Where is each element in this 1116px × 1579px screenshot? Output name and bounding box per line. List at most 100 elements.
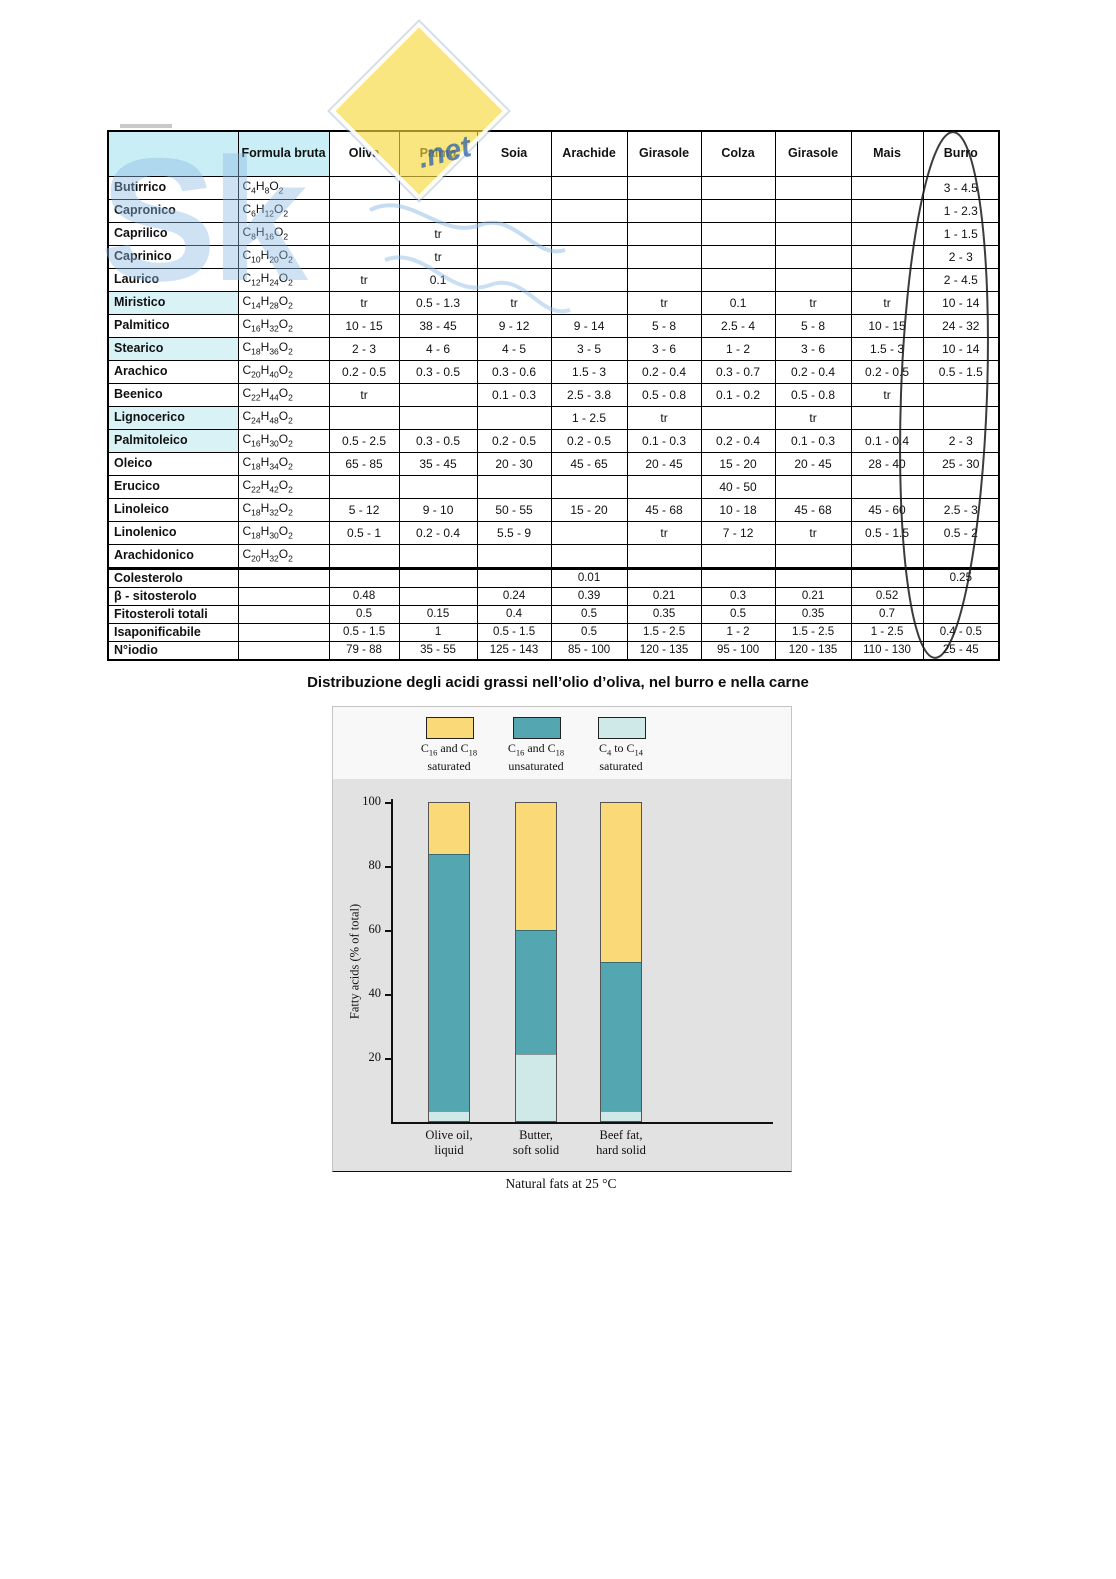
cell: 0.2 - 0.5 bbox=[476, 429, 552, 453]
cell: 38 - 45 bbox=[398, 314, 478, 338]
cell: tr bbox=[850, 291, 924, 315]
cell bbox=[850, 567, 924, 588]
cell bbox=[774, 222, 852, 246]
cell: 0.5 - 1.5 bbox=[850, 521, 924, 545]
bar-segment bbox=[516, 930, 556, 1055]
cell: 5 - 12 bbox=[328, 498, 400, 522]
cell: 0.3 - 0.7 bbox=[700, 360, 776, 384]
cell bbox=[398, 475, 478, 499]
cell: 0.24 bbox=[476, 587, 552, 606]
cell bbox=[700, 176, 776, 200]
cell bbox=[476, 544, 552, 569]
cell: 20 - 30 bbox=[476, 452, 552, 476]
cell bbox=[398, 587, 478, 606]
cell bbox=[850, 176, 924, 200]
row-name: Isaponificabile bbox=[107, 623, 239, 642]
cell: 2 - 3 bbox=[328, 337, 400, 361]
cell: tr bbox=[328, 383, 400, 407]
cell: tr bbox=[398, 245, 478, 269]
cell: 3 - 6 bbox=[774, 337, 852, 361]
bar-segment bbox=[516, 1054, 556, 1122]
cell: 0.1 bbox=[398, 268, 478, 292]
legend-swatch bbox=[426, 717, 474, 739]
cell bbox=[774, 268, 852, 292]
row-name: Lignocerico bbox=[107, 406, 239, 430]
row-name: Miristico bbox=[107, 291, 239, 315]
cell bbox=[700, 406, 776, 430]
table-row: Butirrico C4H8O2 3 - 4.5 bbox=[107, 176, 1000, 200]
cell: 0.5 bbox=[328, 605, 400, 624]
cell: 1 - 2.3 bbox=[922, 199, 1000, 223]
row-formula: C18H36O2 bbox=[237, 337, 330, 361]
cell: 24 - 32 bbox=[922, 314, 1000, 338]
cell: 0.1 - 0.3 bbox=[774, 429, 852, 453]
row-formula bbox=[237, 587, 330, 606]
cell bbox=[850, 544, 924, 569]
cell bbox=[398, 383, 478, 407]
y-tick-mark bbox=[385, 994, 392, 996]
cell: 65 - 85 bbox=[328, 452, 400, 476]
table-row: Laurico C12H24O2 tr 0.1 2 - 4.5 bbox=[107, 268, 1000, 292]
row-name: Fitosteroli totali bbox=[107, 605, 239, 624]
cell: 2 - 3 bbox=[922, 245, 1000, 269]
cell: 125 - 143 bbox=[476, 641, 552, 661]
cell: 0.1 - 0.4 bbox=[850, 429, 924, 453]
cell bbox=[328, 406, 400, 430]
cell: 7 - 12 bbox=[700, 521, 776, 545]
cell: 1 - 2.5 bbox=[850, 623, 924, 642]
cell: 0.52 bbox=[850, 587, 924, 606]
y-tick-label: 40 bbox=[368, 986, 382, 1000]
row-name: Capronico bbox=[107, 199, 239, 223]
table-caption: Distribuzione degli acidi grassi nell’ol… bbox=[307, 674, 809, 691]
cell bbox=[700, 199, 776, 223]
legend-swatch bbox=[513, 717, 561, 739]
table-header-row: Formula bruta Oliva Palma Soia Arachide Gira… bbox=[107, 130, 1000, 177]
cell: 1.5 - 2.5 bbox=[626, 623, 702, 642]
row-name: Butirrico bbox=[107, 176, 239, 200]
row-formula: C16H32O2 bbox=[237, 314, 330, 338]
table-row: Caprinico C10H20O2 tr 2 - 3 bbox=[107, 245, 1000, 269]
cell: 0.15 bbox=[398, 605, 478, 624]
cell: 0.5 - 0.8 bbox=[626, 383, 702, 407]
cell bbox=[398, 567, 478, 588]
cell: 2.5 - 3.8 bbox=[550, 383, 628, 407]
cell bbox=[700, 567, 776, 588]
cell: 0.21 bbox=[774, 587, 852, 606]
cell: 0.2 - 0.5 bbox=[550, 429, 628, 453]
cell: 45 - 65 bbox=[550, 452, 628, 476]
cell: 3 - 6 bbox=[626, 337, 702, 361]
bar-segment bbox=[429, 853, 469, 1112]
scan-artifact bbox=[120, 124, 172, 128]
y-tick-label: 100 bbox=[362, 794, 381, 808]
cell: tr bbox=[626, 521, 702, 545]
y-tick-mark bbox=[385, 866, 392, 868]
cell: 0.2 - 0.5 bbox=[328, 360, 400, 384]
cell: 15 - 20 bbox=[550, 498, 628, 522]
cell: 1.5 - 2.5 bbox=[774, 623, 852, 642]
cell bbox=[550, 475, 628, 499]
x-axis-line bbox=[391, 1122, 773, 1124]
cell: tr bbox=[774, 521, 852, 545]
cell bbox=[398, 406, 478, 430]
table-row: Colesterolo 0.01 0.25 bbox=[107, 567, 1000, 588]
cell bbox=[476, 245, 552, 269]
row-formula: C22H42O2 bbox=[237, 475, 330, 499]
cell bbox=[328, 567, 400, 588]
cell: 20 - 45 bbox=[626, 452, 702, 476]
cell: 0.35 bbox=[774, 605, 852, 624]
stacked-bar-3 bbox=[600, 802, 642, 1122]
bar-segment bbox=[429, 1111, 469, 1122]
cell bbox=[850, 222, 924, 246]
cell: 45 - 68 bbox=[626, 498, 702, 522]
cell: 3 - 4.5 bbox=[922, 176, 1000, 200]
table-corner-cell bbox=[107, 130, 239, 177]
y-tick-mark bbox=[385, 930, 392, 932]
cell bbox=[550, 222, 628, 246]
column-header-girasole: Girasole bbox=[626, 130, 702, 177]
bar-segment bbox=[429, 803, 469, 854]
cell: 2.5 - 4 bbox=[700, 314, 776, 338]
cell bbox=[398, 176, 478, 200]
stacked-bar-2 bbox=[515, 802, 557, 1122]
cell: 0.7 bbox=[850, 605, 924, 624]
